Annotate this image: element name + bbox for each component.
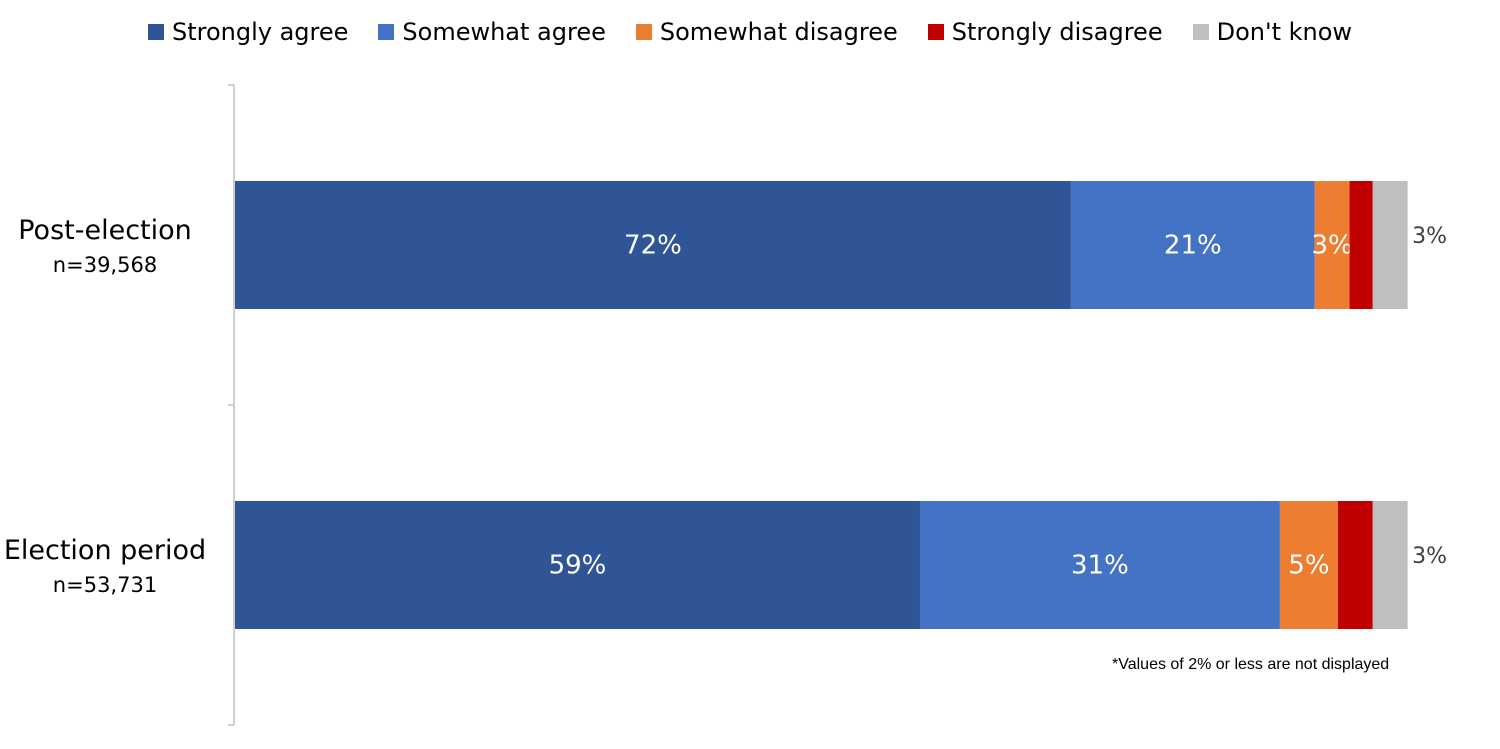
legend-label: Strongly disagree bbox=[951, 18, 1163, 46]
legend-swatch bbox=[635, 24, 652, 40]
legend-item: Strongly disagree bbox=[927, 18, 1163, 46]
legend-label: Somewhat agree bbox=[402, 18, 606, 46]
bar-segment bbox=[1314, 181, 1350, 309]
legend-item: Somewhat agree bbox=[378, 18, 606, 46]
value-label: 3% bbox=[1412, 544, 1447, 569]
value-label: 5% bbox=[1288, 551, 1329, 581]
category-label: Election period n=53,731 bbox=[0, 531, 210, 599]
bar-segment bbox=[919, 501, 1280, 629]
value-label: 3% bbox=[1312, 231, 1353, 261]
bar-segment bbox=[1070, 181, 1315, 309]
value-label: 21% bbox=[1164, 231, 1222, 261]
legend: Strongly agree Somewhat agree Somewhat dis… bbox=[0, 18, 1500, 46]
legend-swatch bbox=[1192, 24, 1209, 40]
bar-segment bbox=[1349, 181, 1373, 309]
bar-segment bbox=[235, 501, 920, 629]
legend-swatch bbox=[927, 24, 944, 40]
bar-segment bbox=[1337, 501, 1373, 629]
sample-size: n=53,731 bbox=[52, 573, 158, 597]
bar-segment bbox=[1372, 181, 1408, 309]
bar-segment bbox=[1279, 501, 1338, 629]
value-label: 59% bbox=[549, 551, 607, 581]
legend-item: Don't know bbox=[1192, 18, 1353, 46]
legend-swatch bbox=[147, 24, 164, 40]
value-label: 3% bbox=[1412, 224, 1447, 249]
legend-item: Somewhat disagree bbox=[635, 18, 898, 46]
category-name: Post-election bbox=[18, 215, 192, 246]
legend-item: Strongly agree bbox=[147, 18, 349, 46]
category-name: Election period bbox=[3, 535, 207, 566]
bar-segment bbox=[1372, 501, 1408, 629]
legend-label: Don't know bbox=[1216, 18, 1353, 46]
value-label: 72% bbox=[624, 231, 682, 261]
value-label: 31% bbox=[1071, 551, 1129, 581]
footnote: *Values of 2% or less are not displayed bbox=[1112, 656, 1390, 673]
bar-segment bbox=[235, 181, 1071, 309]
legend-label: Somewhat disagree bbox=[659, 18, 898, 46]
legend-label: Strongly agree bbox=[171, 18, 349, 46]
legend-swatch bbox=[378, 24, 395, 40]
category-label: Post-election n=39,568 bbox=[0, 211, 210, 279]
sample-size: n=39,568 bbox=[52, 253, 158, 277]
